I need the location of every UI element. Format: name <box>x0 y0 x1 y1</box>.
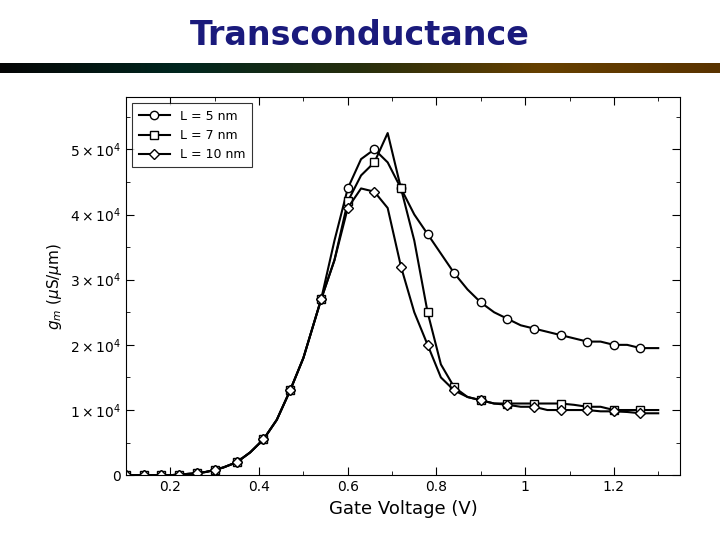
Legend: L = 5 nm, L = 7 nm, L = 10 nm: L = 5 nm, L = 7 nm, L = 10 nm <box>132 104 251 167</box>
Text: G. Iannaccone: G. Iannaccone <box>11 514 110 528</box>
Text: Transconductance: Transconductance <box>190 18 530 52</box>
X-axis label: Gate Voltage (V): Gate Voltage (V) <box>329 500 477 518</box>
Y-axis label: $g_m$ ($\mu$S/$\mu$m): $g_m$ ($\mu$S/$\mu$m) <box>45 242 64 330</box>
Text: Università di  Pisa: Università di Pisa <box>585 514 709 528</box>
